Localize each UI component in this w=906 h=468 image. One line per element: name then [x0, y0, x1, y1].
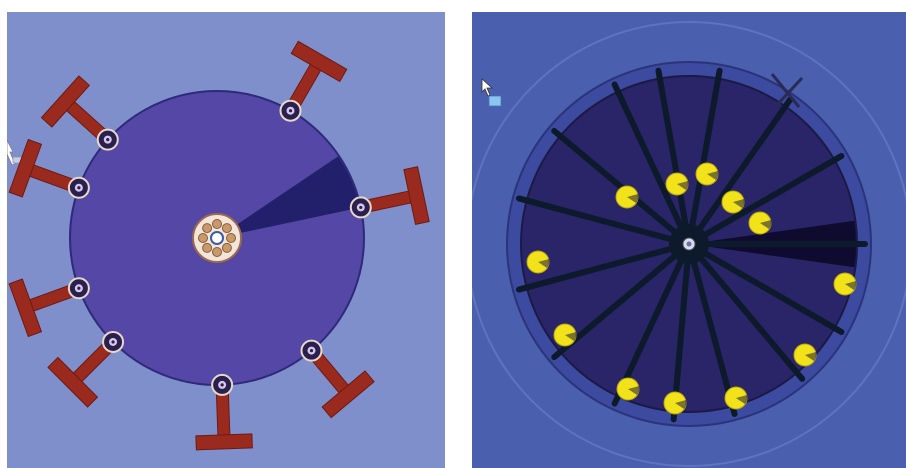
paddle-pivot: [300, 339, 323, 362]
paddle-head: [403, 166, 430, 226]
paddle-pivot: [279, 99, 302, 122]
paddle-pivot: [211, 373, 234, 396]
wheel-spoke: [611, 81, 687, 235]
yellow-ball: [616, 377, 640, 401]
disc-wedge-sector: [217, 156, 360, 238]
wheel-spoke: [694, 96, 793, 236]
wheel-spoke: [515, 244, 679, 293]
bearing-ball: [212, 247, 222, 257]
yellow-ball: [526, 250, 550, 274]
bearing-ball: [198, 233, 208, 243]
crossed-marker-icon: [770, 73, 804, 108]
wheel-spoke: [694, 251, 806, 382]
ball-group: [526, 162, 857, 415]
yellow-ball: [695, 162, 719, 186]
arrow-cursor-icon: [481, 78, 502, 107]
bearing-ball: [202, 242, 213, 253]
yellow-ball: [615, 185, 639, 209]
bearing-ball: [226, 233, 236, 243]
paddle-head: [195, 433, 253, 451]
wheel-spoke: [655, 67, 690, 234]
paddle-pivot: [96, 128, 119, 151]
wheel-spoke: [689, 254, 738, 418]
bearing-ball: [202, 223, 213, 234]
bearing-ball: [221, 242, 232, 253]
yellow-ball: [833, 272, 857, 296]
yellow-ball: [793, 343, 817, 367]
yellow-ball: [721, 190, 745, 214]
side-cursor-icon: [7, 139, 23, 166]
yellow-ball: [748, 211, 772, 235]
wheel-spoke: [688, 67, 723, 234]
wheel-hub: [669, 224, 709, 264]
yellow-ball: [665, 172, 689, 196]
bearing-ball: [212, 219, 222, 229]
yellow-ball: [663, 391, 687, 415]
wheel-spoke: [551, 127, 682, 239]
paddle-pivot: [349, 196, 372, 219]
paddle-head: [40, 75, 91, 128]
right-game-canvas: [472, 21, 906, 467]
paddle-head: [8, 138, 43, 198]
yellow-ball: [724, 386, 748, 410]
bearing-ball: [221, 223, 232, 234]
yellow-ball: [553, 323, 577, 347]
paddle-head: [290, 40, 348, 83]
paddle-pivot: [67, 176, 90, 199]
right-game-panel: [472, 12, 906, 468]
center-bearing-hub: [192, 213, 242, 263]
outer-ring: [472, 21, 906, 467]
paddle-pivot: [67, 277, 90, 300]
paddle-head: [321, 370, 375, 419]
wheel-spoke: [698, 248, 845, 335]
paddle-head: [8, 278, 43, 338]
left-game-canvas: [7, 40, 430, 451]
paddle-head: [47, 356, 99, 408]
paddle-pivot: [102, 330, 125, 353]
left-game-panel: [7, 12, 445, 468]
wheel-spoke: [515, 195, 679, 244]
wheel-spoke: [698, 153, 845, 240]
